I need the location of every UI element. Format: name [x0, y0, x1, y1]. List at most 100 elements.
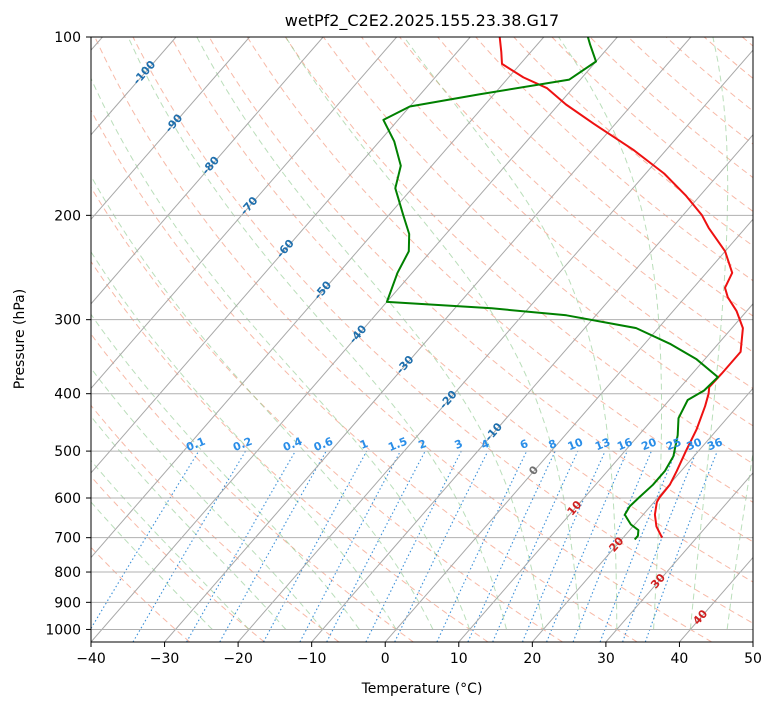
mixing-ratio-labels: 0.1 0.2 0.4 0.6 1 1.5 2 3 4 6 8 10 13 16 20 25 30 36	[184, 435, 724, 454]
isotherm-line	[91, 37, 618, 642]
mixing-ratio-line	[546, 450, 628, 642]
profiles	[382, 37, 744, 541]
moist-adiabat	[91, 367, 323, 630]
isotherm-line	[752, 641, 753, 642]
x-tick-label: 10	[450, 651, 468, 667]
dry-adiabat	[627, 37, 753, 145]
moist-adiabat	[127, 37, 507, 630]
mixing-ratio-line	[436, 450, 528, 642]
isotherm-line	[458, 303, 753, 642]
dry-adiabat	[437, 37, 753, 317]
mixing-ratio-line	[521, 450, 606, 642]
dry-adiabat	[741, 37, 753, 47]
y-tick-label: 900	[54, 595, 81, 611]
mixing-ratio-label: 25	[664, 436, 683, 454]
mixing-ratio-label: 13	[593, 436, 612, 454]
mixing-ratio-line	[132, 450, 246, 642]
y-axis-title: Pressure (hPa)	[12, 289, 28, 389]
mixing-ratio-line	[394, 450, 489, 642]
x-tick-label: −40	[76, 651, 106, 667]
x-axis: −40 −30 −20 −10 0 10 20 30 40 50	[76, 642, 762, 667]
isotherm-line	[679, 556, 753, 642]
dry-adiabat	[91, 475, 265, 642]
y-tick-label: 1000	[45, 622, 81, 638]
moist-adiabat	[196, 37, 544, 630]
isotherm-line	[531, 387, 753, 642]
mixing-ratio-line	[91, 450, 200, 630]
dry-adiabat	[703, 37, 753, 79]
isotherm-line	[91, 37, 545, 559]
profile-line-1	[498, 37, 744, 539]
mixing-ratio-line	[219, 450, 327, 642]
moist-adiabat	[403, 37, 618, 630]
y-tick-label: 400	[54, 387, 81, 403]
moist-adiabat	[91, 77, 471, 630]
dry-adiabat	[361, 37, 753, 390]
dry-adiabat	[513, 37, 753, 247]
mixing-ratio-line	[492, 450, 579, 642]
dry-adiabat	[475, 37, 753, 282]
x-tick-label: −30	[150, 651, 180, 667]
plot-frame	[90, 36, 754, 643]
mixing-ratio-line	[622, 450, 698, 642]
dry-adiabat	[91, 109, 638, 642]
background-lines	[91, 37, 753, 642]
mixing-ratio-label: 1	[358, 437, 370, 452]
y-tick-label: 300	[54, 313, 81, 329]
dry-adiabat	[665, 37, 753, 112]
mixing-ratio-label: 2	[417, 437, 429, 452]
x-tick-label: 30	[597, 651, 615, 667]
mixing-ratio-label: 6	[518, 437, 530, 452]
y-tick-label: 500	[54, 444, 81, 460]
isotherm-line	[164, 37, 692, 642]
mixing-ratio-label: 30	[685, 435, 704, 453]
y-tick-label: 800	[54, 565, 81, 581]
x-tick-label: 50	[744, 651, 762, 667]
mixing-ratio-line	[263, 450, 368, 642]
isotherm-line	[384, 218, 753, 642]
dry-adiabat	[399, 37, 753, 353]
x-tick-label: 20	[523, 651, 541, 667]
dry-adiabat	[91, 333, 414, 642]
mixing-ratio-label: 3	[453, 437, 465, 452]
isotherm-line	[605, 472, 753, 642]
dry-adiabat	[246, 37, 753, 503]
moist-adiabat	[91, 459, 250, 630]
pressure-gridlines	[91, 37, 753, 630]
mixing-ratio-label: 16	[615, 435, 634, 453]
y-axis: 100 200 300 400 500 600 700 800 900 1000	[45, 30, 91, 638]
dry-adiabat	[132, 37, 753, 624]
isotherm-line	[91, 37, 398, 390]
y-tick-label: 200	[54, 208, 81, 224]
dry-adiabat	[91, 186, 563, 642]
isotherm-line	[91, 37, 324, 305]
x-tick-label: 0	[381, 651, 390, 667]
isotherm-line	[91, 37, 471, 474]
y-tick-label: 600	[54, 491, 81, 507]
moist-adiabat	[285, 37, 581, 630]
mixing-ratio-label: 36	[705, 435, 724, 453]
mixing-ratio-line	[186, 450, 296, 642]
x-tick-label: −20	[223, 651, 253, 667]
x-tick-label: −10	[297, 651, 327, 667]
x-tick-label: 40	[671, 651, 689, 667]
moist-adiabat	[91, 313, 360, 630]
mixing-ratio-label: 20	[639, 435, 658, 453]
moist-adiabat	[91, 250, 397, 630]
dry-adiabat	[170, 37, 753, 583]
mixing-ratio-label: 10	[566, 435, 585, 453]
x-axis-title: Temperature (°C)	[361, 681, 483, 697]
isotherm-line	[91, 37, 250, 221]
isotherm-line	[237, 49, 753, 642]
moist-adiabat	[91, 175, 434, 630]
chart-title: wetPf2_C2E2.2025.155.23.38.G17	[285, 11, 559, 31]
moist-adiabat	[91, 415, 287, 630]
y-tick-label: 100	[54, 30, 81, 46]
mixing-ratio-label: 8	[547, 437, 559, 452]
mixing-ratio-line	[467, 450, 556, 642]
isotherm-line	[311, 133, 753, 642]
dry-adiabat	[322, 37, 753, 427]
dry-adiabat	[94, 37, 713, 642]
moist-adiabat	[689, 37, 729, 630]
